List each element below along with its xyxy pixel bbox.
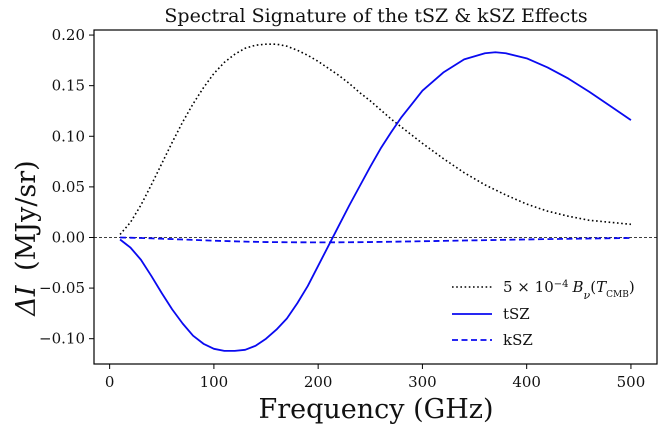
- x-tick-label: 500: [617, 373, 646, 391]
- legend-planck-exp: −4: [554, 279, 569, 290]
- legend-label-planck: 5 × 10−4 Bν(TCMB): [503, 278, 635, 302]
- y-axis-ticks: −0.10 −0.05 0.00 0.05 0.10 0.15 0.20: [39, 26, 94, 348]
- legend-planck-t: T: [596, 278, 607, 296]
- y-axis-label-symbol: ΔI: [11, 284, 42, 316]
- legend-planck-close: ): [629, 278, 635, 296]
- x-axis-label: Frequency (GHz): [258, 394, 493, 425]
- legend-planck-cmb: CMB: [606, 290, 629, 300]
- y-tick-label: −0.10: [39, 330, 85, 348]
- x-tick-label: 400: [512, 373, 541, 391]
- y-tick-label: 0.20: [52, 26, 85, 44]
- x-tick-label: 300: [408, 373, 437, 391]
- chart-title: Spectral Signature of the tSZ & kSZ Effe…: [164, 5, 587, 27]
- svg-text:ΔI (MJy/sr): ΔI (MJy/sr): [11, 160, 42, 316]
- y-tick-label: 0.10: [52, 127, 85, 145]
- plot-frame: [93, 29, 658, 365]
- legend: 5 × 10−4 Bν(TCMB) tSZ kSZ: [452, 278, 635, 349]
- series-line-tsz: [119, 51, 632, 352]
- legend-planck-coef: 5 × 10: [503, 278, 554, 296]
- legend-planck-open: (: [590, 278, 596, 296]
- x-tick-label: 200: [304, 373, 333, 391]
- legend-planck-b: B: [572, 278, 584, 296]
- y-tick-label: 0.05: [52, 178, 85, 196]
- series-line-planck: [119, 43, 632, 235]
- x-tick-label: 0: [105, 373, 115, 391]
- x-axis-ticks: 0 100 200 300 400 500: [105, 364, 645, 391]
- y-tick-label: −0.05: [39, 279, 85, 297]
- series-line-ksz: [120, 236, 631, 244]
- plot-area: [94, 43, 657, 352]
- legend-label-tsz: tSZ: [503, 305, 530, 323]
- y-tick-label: 0.15: [52, 77, 85, 95]
- y-axis-label: ΔI (MJy/sr): [11, 160, 42, 316]
- legend-label-ksz: kSZ: [503, 331, 533, 349]
- legend-planck-nu: ν: [584, 289, 591, 302]
- y-tick-label: 0.00: [52, 228, 85, 246]
- y-axis-label-unit: (MJy/sr): [11, 160, 42, 271]
- x-tick-label: 100: [200, 373, 229, 391]
